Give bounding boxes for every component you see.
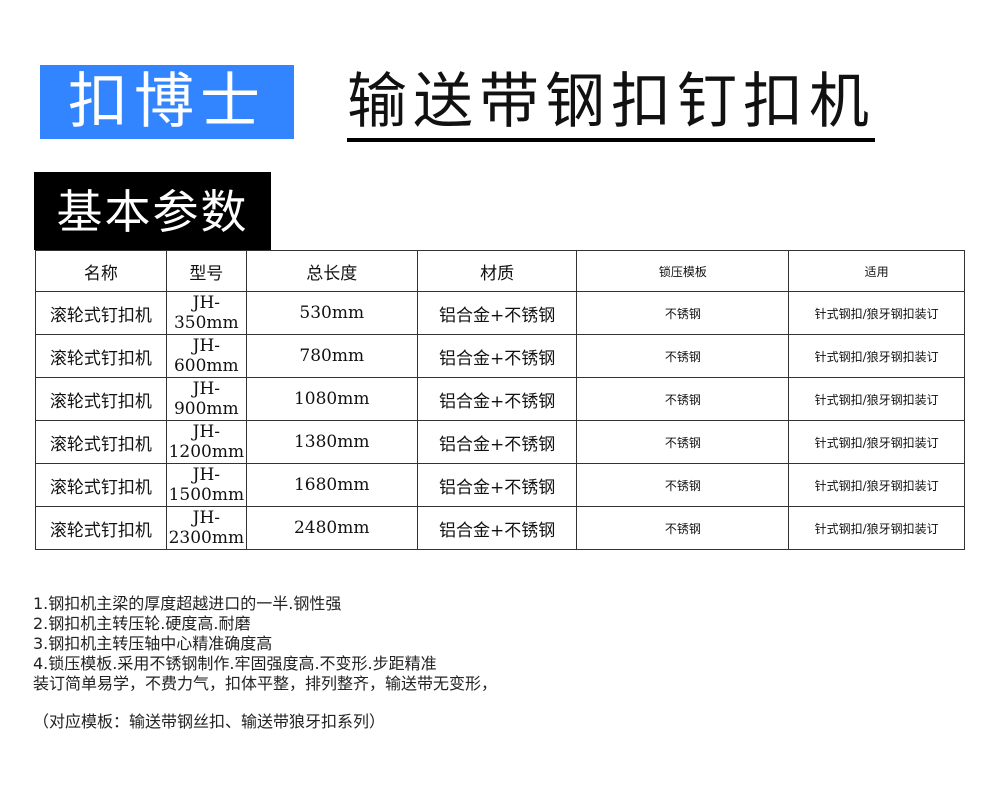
note-line: 2.钢扣机主转压轮.硬度高.耐磨 — [33, 614, 251, 633]
table-cell: 780mm — [245, 334, 418, 378]
table-cell: 铝合金+不锈钢 — [416, 420, 578, 464]
note-line: 4.锁压模板.采用不锈钢制作.牢固强度高.不变形.步距精准 — [33, 654, 437, 673]
spec-table: 名称 型号 总长度 材质 锁压模板 适用 滚轮式钉扣机 JH-350mm 530mm 铝合金+不… — [35, 250, 965, 550]
column-header: 锁压模板 — [576, 250, 790, 292]
table-cell: 针式钢扣/狼牙钢扣装订 — [788, 420, 965, 464]
table-row: 滚轮式钉扣机 JH-350mm 530mm 铝合金+不锈钢 不锈钢 针式钢扣/狼牙钢扣装订 — [35, 291, 965, 335]
table-cell: 铝合金+不锈钢 — [416, 463, 578, 507]
table-cell: 不锈钢 — [576, 420, 790, 464]
table-cell: 1380mm — [245, 420, 418, 464]
table-cell: 不锈钢 — [576, 506, 790, 550]
table-cell: 铝合金+不锈钢 — [416, 291, 578, 335]
note-line: 1.钢扣机主梁的厚度超越进口的一半.钢性强 — [33, 594, 342, 613]
table-row: 滚轮式钉扣机 JH-600mm 780mm 铝合金+不锈钢 不锈钢 针式钢扣/狼牙钢扣装订 — [35, 334, 965, 378]
table-cell: 1080mm — [245, 377, 418, 421]
column-header: 名称 — [35, 250, 167, 292]
table-cell: 530mm — [245, 291, 418, 335]
table-cell: 滚轮式钉扣机 — [35, 377, 167, 421]
table-cell: JH-900mm — [165, 377, 247, 421]
table-cell: JH-1200mm — [165, 420, 247, 464]
table-cell: 针式钢扣/狼牙钢扣装订 — [788, 334, 965, 378]
table-row: 滚轮式钉扣机 JH-1500mm 1680mm 铝合金+不锈钢 不锈钢 针式钢扣/狼牙钢扣… — [35, 463, 965, 507]
table-row: 滚轮式钉扣机 JH-2300mm 2480mm 铝合金+不锈钢 不锈钢 针式钢扣/狼牙钢扣… — [35, 506, 965, 550]
column-header: 材质 — [416, 250, 578, 292]
brand-logo-box: 扣博士 — [40, 65, 294, 139]
feature-notes: 1.钢扣机主梁的厚度超越进口的一半.钢性强 2.钢扣机主转压轮.硬度高.耐磨 3… — [33, 594, 497, 732]
table-cell: 不锈钢 — [576, 291, 790, 335]
table-cell: 不锈钢 — [576, 463, 790, 507]
table-header-row: 名称 型号 总长度 材质 锁压模板 适用 — [35, 250, 965, 292]
table-cell: 不锈钢 — [576, 377, 790, 421]
table-cell: 铝合金+不锈钢 — [416, 334, 578, 378]
column-header: 型号 — [165, 250, 247, 292]
footnote: （对应模板：输送带钢丝扣、输送带狼牙扣系列） — [33, 712, 386, 731]
table-row: 滚轮式钉扣机 JH-1200mm 1380mm 铝合金+不锈钢 不锈钢 针式钢扣/狼牙钢扣… — [35, 420, 965, 464]
table-cell: 针式钢扣/狼牙钢扣装订 — [788, 463, 965, 507]
column-header: 适用 — [788, 250, 965, 292]
table-cell: 滚轮式钉扣机 — [35, 420, 167, 464]
table-cell: 滚轮式钉扣机 — [35, 506, 167, 550]
table-cell: 不锈钢 — [576, 334, 790, 378]
table-cell: 1680mm — [245, 463, 418, 507]
table-cell: JH-350mm — [165, 291, 247, 335]
column-header: 总长度 — [245, 250, 418, 292]
table-cell: 滚轮式钉扣机 — [35, 291, 167, 335]
table-row: 滚轮式钉扣机 JH-900mm 1080mm 铝合金+不锈钢 不锈钢 针式钢扣/狼牙钢扣装… — [35, 377, 965, 421]
table-cell: 针式钢扣/狼牙钢扣装订 — [788, 377, 965, 421]
table-cell: 铝合金+不锈钢 — [416, 506, 578, 550]
note-line: 装订简单易学，不费力气，扣体平整，排列整齐，输送带无变形， — [33, 674, 498, 693]
table-cell: 针式钢扣/狼牙钢扣装订 — [788, 291, 965, 335]
table-cell: 2480mm — [245, 506, 418, 550]
table-cell: 针式钢扣/狼牙钢扣装订 — [788, 506, 965, 550]
table-cell: JH-600mm — [165, 334, 247, 378]
section-heading: 基本参数 — [34, 172, 271, 250]
note-line: 3.钢扣机主转压轴中心精准确度高 — [33, 634, 273, 653]
table-cell: 滚轮式钉扣机 — [35, 334, 167, 378]
page-title: 输送带钢扣钉扣机 — [347, 66, 875, 142]
table-cell: JH-2300mm — [165, 506, 247, 550]
table-cell: 铝合金+不锈钢 — [416, 377, 578, 421]
table-cell: 滚轮式钉扣机 — [35, 463, 167, 507]
table-cell: JH-1500mm — [165, 463, 247, 507]
